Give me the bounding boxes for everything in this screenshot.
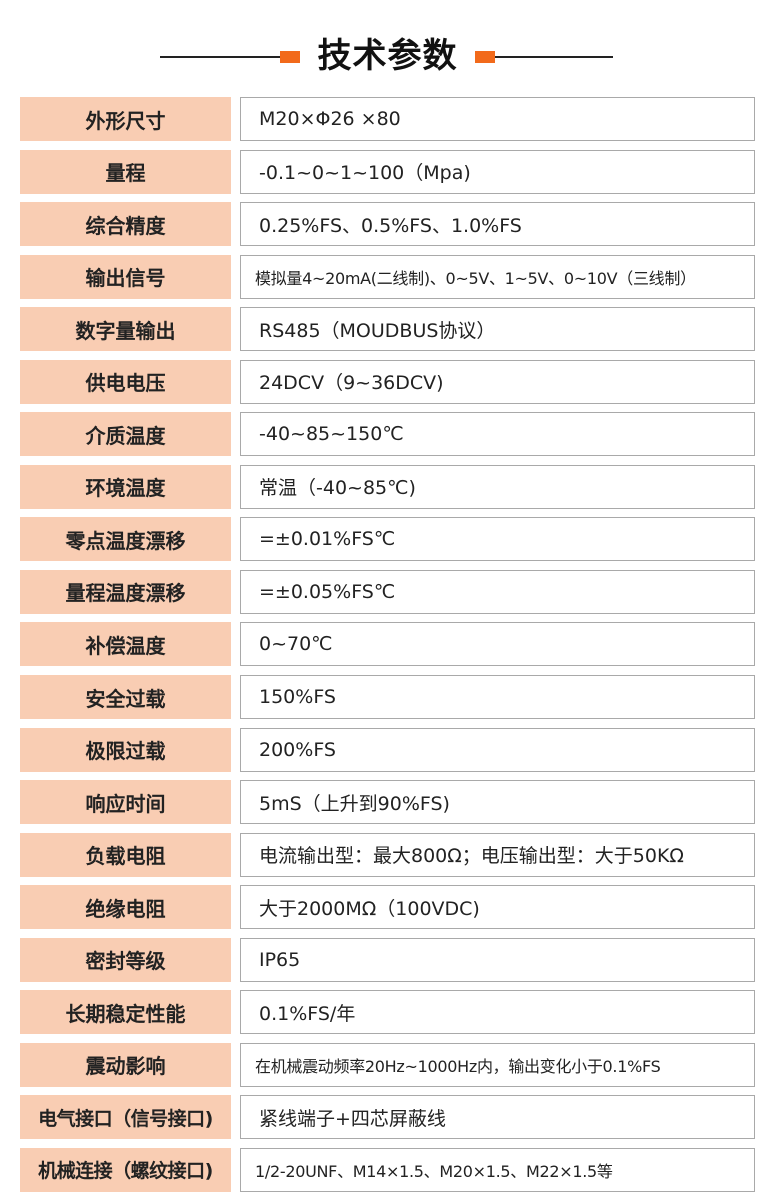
spec-value: -40~85~150℃ — [240, 412, 755, 457]
spec-label: 供电电压 — [20, 359, 231, 404]
page-title: 技术参数 — [317, 36, 458, 76]
spec-row: 绝缘电阻 大于2000MΩ（100VDC) — [0, 885, 775, 938]
spec-value: -0.1~0~1~100（Mpa) — [240, 149, 755, 194]
spec-value: =±0.01%FS℃ — [240, 517, 755, 562]
spec-label: 负载电阻 — [20, 832, 231, 877]
spec-row: 量程 -0.1~0~1~100（Mpa) — [0, 149, 775, 203]
spec-value: 常温（-40~85℃) — [240, 464, 755, 509]
spec-label: 介质温度 — [20, 412, 231, 457]
spec-row: 补偿温度 0~70℃ — [0, 622, 775, 675]
spec-value: 在机械震动频率20Hz~1000Hz内，输出变化小于0.1%FS — [240, 1042, 755, 1087]
spec-value: 200%FS — [240, 727, 755, 772]
spec-value: 1/2-20UNF、M14×1.5、M20×1.5、M22×1.5等 — [240, 1147, 755, 1192]
spec-label: 安全过载 — [20, 675, 231, 720]
spec-label: 数字量输出 — [20, 307, 231, 352]
spec-row: 综合精度 0.25%FS、0.5%FS、1.0%FS — [0, 202, 775, 255]
spec-row: 响应时间 5mS（上升到90%FS) — [0, 780, 775, 833]
spec-value: 大于2000MΩ（100VDC) — [240, 885, 755, 930]
spec-label: 零点温度漂移 — [20, 517, 231, 562]
spec-row: 密封等级 IP65 — [0, 937, 775, 991]
spec-value: M20×Φ26 ×80 — [240, 97, 755, 141]
spec-table: 外形尺寸 M20×Φ26 ×80 量程 -0.1~0~1~100（Mpa) 综合精度 0.… — [0, 97, 775, 1200]
section-header: 技术参数 — [0, 30, 775, 82]
spec-label: 绝缘电阻 — [20, 885, 231, 930]
spec-row: 长期稳定性能 0.1%FS/年 — [0, 990, 775, 1043]
accent-square-left — [280, 51, 300, 63]
spec-row: 极限过载 200%FS — [0, 727, 775, 781]
spec-row: 震动影响 在机械震动频率20Hz~1000Hz内，输出变化小于0.1%FS — [0, 1042, 775, 1096]
spec-row: 环境温度 常温（-40~85℃) — [0, 464, 775, 518]
spec-value: 模拟量4~20mA(二线制)、0~5V、1~5V、0~10V（三线制） — [240, 254, 755, 299]
spec-row: 外形尺寸 M20×Φ26 ×80 — [0, 97, 775, 150]
spec-value: 电流输出型：最大800Ω；电压输出型：大于50KΩ — [240, 832, 755, 877]
spec-row: 零点温度漂移 =±0.01%FS℃ — [0, 517, 775, 570]
spec-value: 0~70℃ — [240, 622, 755, 667]
spec-row: 介质温度 -40~85~150℃ — [0, 412, 775, 465]
spec-label: 综合精度 — [20, 202, 231, 247]
spec-row: 安全过载 150%FS — [0, 675, 775, 728]
spec-label: 量程 — [20, 149, 231, 194]
spec-label: 补偿温度 — [20, 622, 231, 667]
spec-value: =±0.05%FS℃ — [240, 569, 755, 614]
spec-label: 量程温度漂移 — [20, 569, 231, 614]
spec-row: 量程温度漂移 =±0.05%FS℃ — [0, 569, 775, 623]
spec-row: 数字量输出 RS485（MOUDBUS协议） — [0, 307, 775, 360]
spec-row: 负载电阻 电流输出型：最大800Ω；电压输出型：大于50KΩ — [0, 832, 775, 886]
spec-label: 输出信号 — [20, 254, 231, 299]
divider-left — [160, 56, 280, 58]
spec-value: RS485（MOUDBUS协议） — [240, 307, 755, 352]
spec-label: 极限过载 — [20, 727, 231, 772]
spec-value: 0.1%FS/年 — [240, 990, 755, 1035]
spec-label: 机械连接（螺纹接口) — [20, 1147, 231, 1192]
spec-value: IP65 — [240, 937, 755, 982]
spec-label: 震动影响 — [20, 1042, 231, 1087]
spec-value: 5mS（上升到90%FS) — [240, 780, 755, 825]
spec-label: 环境温度 — [20, 464, 231, 509]
spec-label: 响应时间 — [20, 780, 231, 825]
spec-label: 电气接口（信号接口) — [20, 1095, 231, 1140]
spec-value: 24DCV（9~36DCV) — [240, 359, 755, 404]
spec-row: 机械连接（螺纹接口) 1/2-20UNF、M14×1.5、M20×1.5、M22×… — [0, 1147, 775, 1200]
spec-row: 供电电压 24DCV（9~36DCV) — [0, 359, 775, 413]
spec-row: 输出信号 模拟量4~20mA(二线制)、0~5V、1~5V、0~10V（三线制） — [0, 254, 775, 308]
spec-value: 150%FS — [240, 675, 755, 720]
spec-value: 0.25%FS、0.5%FS、1.0%FS — [240, 202, 755, 247]
spec-label: 外形尺寸 — [20, 97, 231, 141]
spec-label: 密封等级 — [20, 937, 231, 982]
spec-value: 紧线端子+四芯屏蔽线 — [240, 1095, 755, 1140]
spec-row: 电气接口（信号接口) 紧线端子+四芯屏蔽线 — [0, 1095, 775, 1148]
spec-label: 长期稳定性能 — [20, 990, 231, 1035]
divider-right — [495, 56, 613, 58]
accent-square-right — [475, 51, 495, 63]
